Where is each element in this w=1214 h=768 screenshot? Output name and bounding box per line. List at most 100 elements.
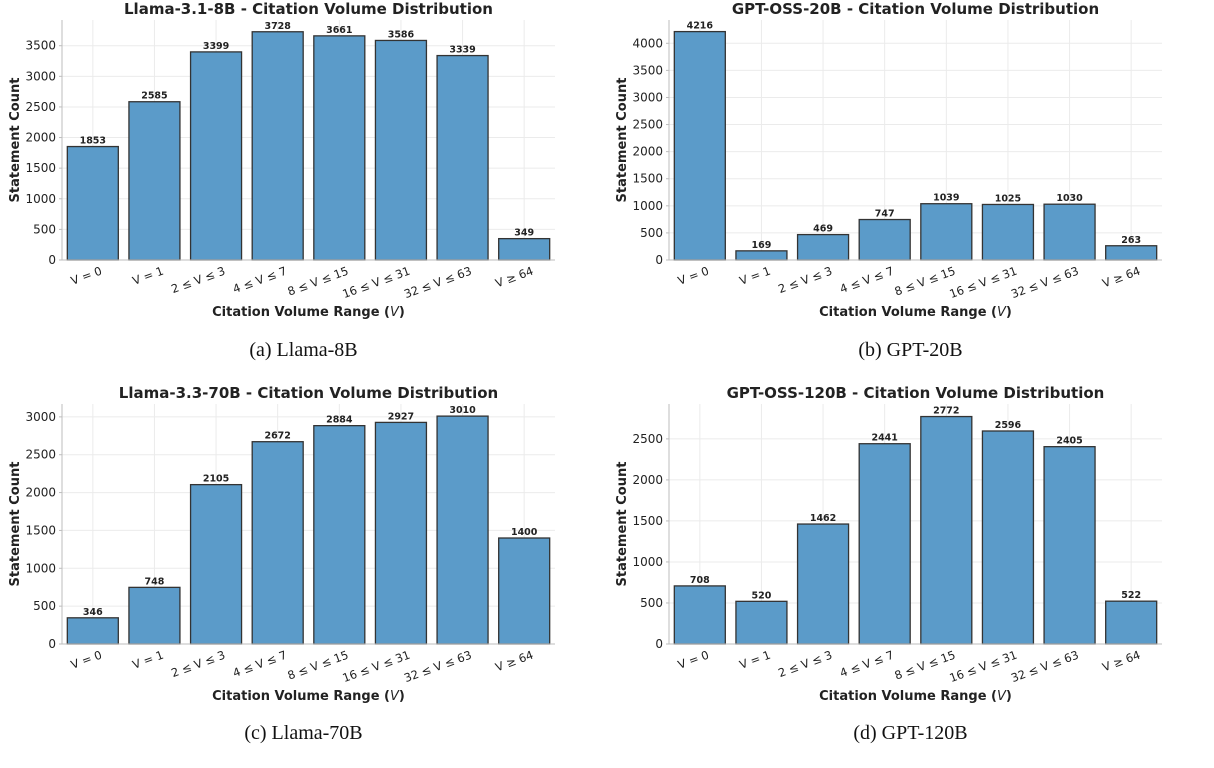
data-label: 1030 (1056, 193, 1083, 204)
y-tick-label: 1500 (25, 161, 56, 175)
y-tick-label: 2000 (632, 473, 663, 487)
x-tick-label: 4 ≤ V ≤ 7 (231, 648, 289, 680)
y-tick-label: 1500 (25, 523, 56, 537)
data-label: 2441 (871, 433, 897, 444)
data-label: 747 (875, 209, 895, 220)
y-tick-label: 1500 (632, 514, 663, 528)
chart-panel-llama-70b: 346 748 2105 2672 2884 2927 3010 1400 0 500 1000 15… (0, 384, 607, 768)
data-label: 3586 (388, 29, 415, 40)
data-label: 748 (145, 576, 165, 587)
bar (66, 617, 119, 645)
bar (436, 54, 489, 261)
y-tick-label: 3500 (632, 63, 663, 77)
chart-title-gpt-20b: GPT-OSS-20B - Citation Volume Distributi… (732, 0, 1099, 18)
x-tick-label: 8 ≤ V ≤ 15 (893, 648, 958, 683)
y-tick-label: 1000 (632, 555, 663, 569)
x-tick-label: 2 ≤ V ≤ 3 (776, 648, 834, 680)
y-tick-label: 500 (33, 599, 56, 613)
x-tick-label: V = 0 (69, 648, 104, 672)
data-label: 1025 (995, 193, 1021, 204)
x-tick-label: V ≥ 64 (1100, 648, 1142, 675)
y-tick-label: 0 (655, 253, 663, 267)
y-tick-label: 1000 (25, 561, 56, 575)
data-label: 1462 (810, 513, 836, 524)
x-tick-label: 8 ≤ V ≤ 15 (286, 648, 351, 683)
data-label: 2772 (933, 406, 959, 417)
y-axis-label: Statement Count (8, 78, 23, 203)
bar (128, 101, 181, 261)
x-tick-label: V = 1 (737, 648, 772, 672)
data-label: 1400 (511, 527, 538, 538)
y-tick-label: 1000 (632, 199, 663, 213)
data-label: 349 (514, 228, 534, 239)
x-tick-label: 32 ≤ V ≤ 63 (1009, 648, 1081, 685)
caption-llama-8b: (a) Llama-8B (249, 339, 358, 361)
bar (796, 523, 850, 645)
data-label: 346 (83, 607, 103, 618)
x-tick-label: 16 ≤ V ≤ 31 (947, 648, 1019, 685)
y-tick-label: 2500 (25, 448, 56, 462)
bar (374, 421, 428, 645)
y-axis-label: Statement Count (8, 462, 23, 587)
caption-llama-70b: (c) Llama-70B (244, 722, 363, 744)
x-tick-label: V ≥ 64 (493, 264, 535, 291)
y-tick-label: 2000 (632, 145, 663, 159)
data-label: 2405 (1056, 436, 1082, 447)
data-label: 2105 (203, 474, 229, 485)
data-label: 520 (752, 590, 772, 601)
bar (981, 430, 1035, 645)
data-label: 2596 (995, 420, 1022, 431)
x-tick-label: V ≥ 64 (1100, 264, 1142, 291)
x-axis-label: Citation Volume Range (V) (819, 305, 1012, 320)
bar (858, 218, 911, 261)
y-tick-label: 3000 (25, 410, 56, 424)
y-tick-label: 1000 (25, 192, 56, 206)
chart-panel-llama-8b: 1853 2585 3399 3728 3661 3586 3339 349 0 500 1000 1… (0, 0, 607, 384)
chart-panel-gpt-20b: 4216 169 469 747 1039 1025 1030 263 0 500 1000 1500… (607, 0, 1214, 384)
y-tick-label: 1500 (632, 172, 663, 186)
y-tick-label: 2000 (25, 486, 56, 500)
bar (436, 415, 489, 645)
caption-gpt-20b: (b) GPT-20B (858, 339, 963, 361)
y-tick-label: 2000 (25, 131, 56, 145)
data-label: 1039 (933, 193, 959, 204)
y-tick-label: 0 (655, 637, 663, 651)
x-tick-label: V = 1 (130, 648, 165, 672)
y-tick-label: 500 (640, 226, 663, 240)
x-tick-label: 4 ≤ V ≤ 7 (231, 264, 289, 296)
y-tick-label: 2500 (25, 100, 56, 114)
y-tick-label: 500 (33, 222, 56, 236)
bar (1105, 245, 1158, 261)
x-tick-label: 4 ≤ V ≤ 7 (838, 264, 896, 296)
y-tick-label: 2500 (632, 432, 663, 446)
bar (673, 585, 726, 645)
bar (313, 425, 366, 645)
data-label: 4216 (687, 21, 714, 32)
data-label: 3728 (264, 21, 291, 32)
x-tick-label: V ≥ 64 (493, 648, 535, 675)
bar (189, 51, 243, 261)
bar (920, 415, 973, 645)
x-tick-label: V = 0 (676, 648, 711, 672)
data-label: 3399 (203, 41, 229, 52)
bar (128, 586, 181, 645)
chart-title-llama-8b: Llama-3.1-8B - Citation Volume Distribut… (124, 0, 493, 18)
x-tick-label: 8 ≤ V ≤ 15 (286, 264, 351, 299)
x-tick-label: V = 0 (69, 264, 104, 288)
y-tick-label: 0 (48, 253, 56, 267)
bar (374, 39, 428, 261)
chart-panel-gpt-120b: 708 520 1462 2441 2772 2596 2405 522 0 500 1000 150… (607, 384, 1214, 768)
x-tick-label: 2 ≤ V ≤ 3 (776, 264, 834, 296)
data-label: 708 (690, 575, 710, 586)
x-tick-label: V = 1 (130, 264, 165, 288)
bar (858, 443, 911, 645)
x-tick-label: 32 ≤ V ≤ 63 (402, 648, 474, 685)
data-label: 469 (813, 224, 833, 235)
y-tick-label: 4000 (632, 36, 663, 50)
x-tick-label: V = 0 (676, 264, 711, 288)
bar (1043, 446, 1096, 645)
data-label: 522 (1121, 590, 1141, 601)
y-axis-label: Statement Count (615, 462, 630, 587)
bar (735, 250, 788, 261)
y-tick-label: 2500 (632, 118, 663, 132)
